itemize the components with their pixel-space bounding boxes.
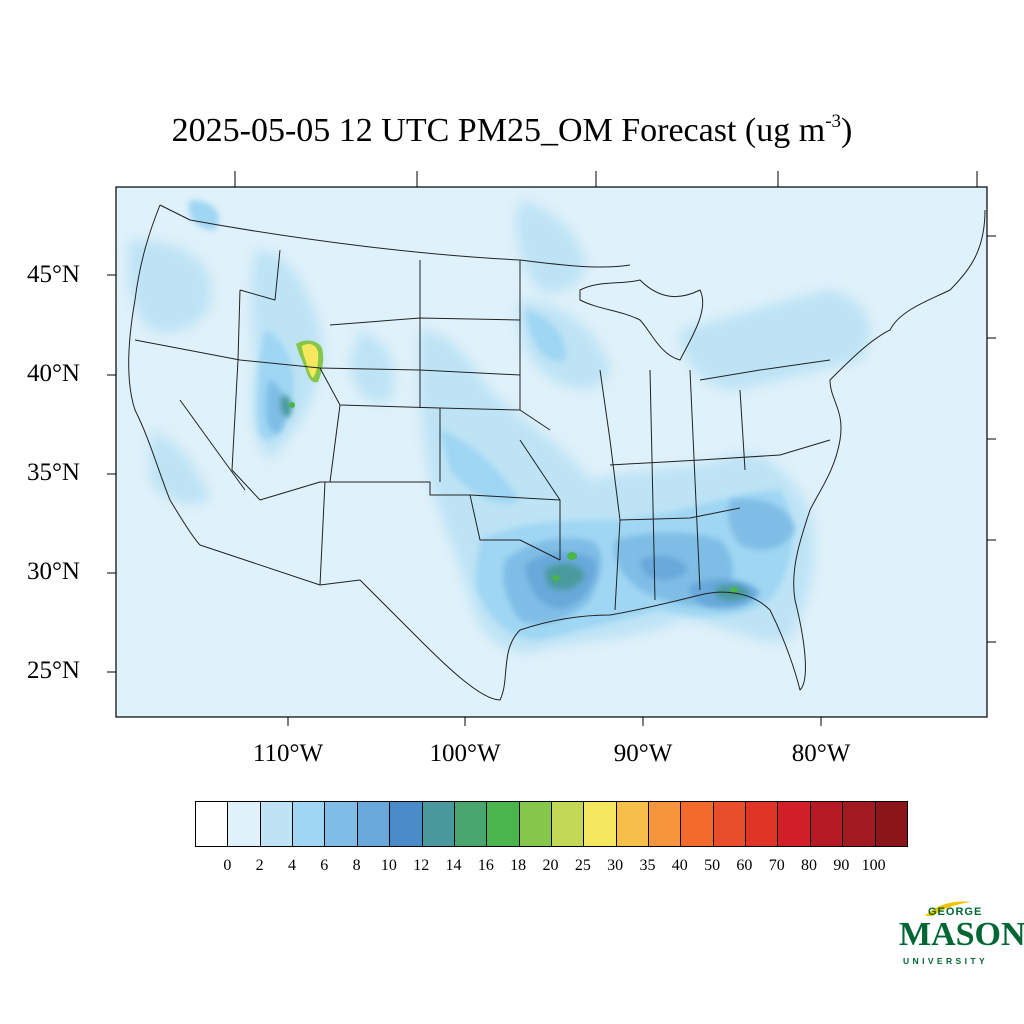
colorbar-box-13 [616, 802, 650, 846]
colorbar-box-1 [228, 802, 261, 846]
colorbar-box-11 [551, 802, 585, 846]
colorbar-tick-label: 50 [704, 857, 721, 874]
colorbar-tick-label: 12 [413, 857, 430, 874]
logo-swoosh-icon [925, 901, 971, 916]
lon-label-90: 90°W [613, 740, 673, 767]
colorbar-box-16 [713, 802, 747, 846]
colorbar-box-21 [875, 802, 907, 846]
colorbar-tick-label: 40 [671, 857, 688, 874]
colorbar-box-3 [293, 802, 326, 846]
colorbar-box-19 [810, 802, 844, 846]
colorbar-tick-label: 35 [639, 857, 656, 874]
colorbar-tick-label: 70 [768, 857, 785, 874]
colorbar-box-15 [681, 802, 714, 846]
lat-label-35: 35°N [26, 459, 80, 486]
colorbar-tick-label: 2 [255, 857, 264, 874]
logo-university: UNIVERSITY [903, 956, 989, 966]
lat-label-40: 40°N [26, 360, 80, 387]
gmu-logo: GEORGE MASON UNIVERSITY [895, 898, 1024, 970]
lat-label-25: 25°N [26, 657, 80, 684]
colorbar-box-14 [649, 802, 682, 846]
colorbar-tick-label: 90 [833, 857, 850, 874]
contour-16-20 [289, 402, 738, 593]
colorbar-tick-label: 25 [574, 857, 591, 874]
colorbar-tick-label: 60 [736, 857, 753, 874]
lon-label-100: 100°W [429, 740, 501, 767]
colorbar-box-0 [196, 802, 229, 846]
colorbar-box-6 [390, 802, 423, 846]
colorbar-box-7 [422, 802, 455, 846]
colorbar-box-8 [454, 802, 488, 846]
logo-george: GEORGE [928, 906, 983, 918]
colorbar-box-4 [325, 802, 358, 846]
lat-label-30: 30°N [26, 558, 80, 585]
colorbar-box-17 [746, 802, 779, 846]
boundaries [128, 204, 986, 701]
colorbar-tick-label: 6 [320, 857, 329, 874]
colorbar-tick-label: 14 [445, 857, 462, 874]
colorbar-tick-label: 30 [607, 857, 624, 874]
lon-label-110: 110°W [252, 740, 324, 767]
colorbar-box-18 [778, 802, 811, 846]
logo-mason: MASON [899, 916, 1024, 953]
fire-plume [296, 340, 324, 383]
colorbar-tick-label: 18 [510, 857, 527, 874]
colorbar-tick-label: 10 [380, 857, 397, 874]
colorbar-tick-label: 8 [352, 857, 361, 874]
colorbar [195, 801, 908, 847]
colorbar-box-12 [584, 802, 617, 846]
axis-ticks [107, 171, 996, 726]
lon-label-80: 80°W [791, 740, 851, 767]
colorbar-tick-label: 100 [861, 857, 886, 874]
colorbar-tick-label: 20 [542, 857, 559, 874]
colorbar-tick-label: 0 [223, 857, 232, 874]
colorbar-tick-label: 80 [801, 857, 818, 874]
colorbar-box-5 [357, 802, 391, 846]
colorbar-tick-label: 16 [477, 857, 494, 874]
colorbar-box-10 [519, 802, 552, 846]
colorbar-box-20 [843, 802, 876, 846]
lat-label-45: 45°N [26, 261, 80, 288]
colorbar-tick-label: 4 [287, 857, 296, 874]
colorbar-box-2 [260, 802, 294, 846]
colorbar-box-9 [487, 802, 520, 846]
map-frame [115, 186, 988, 718]
map-title: 2025-05-05 12 UTC PM25_OM Forecast (ug m… [171, 110, 853, 149]
